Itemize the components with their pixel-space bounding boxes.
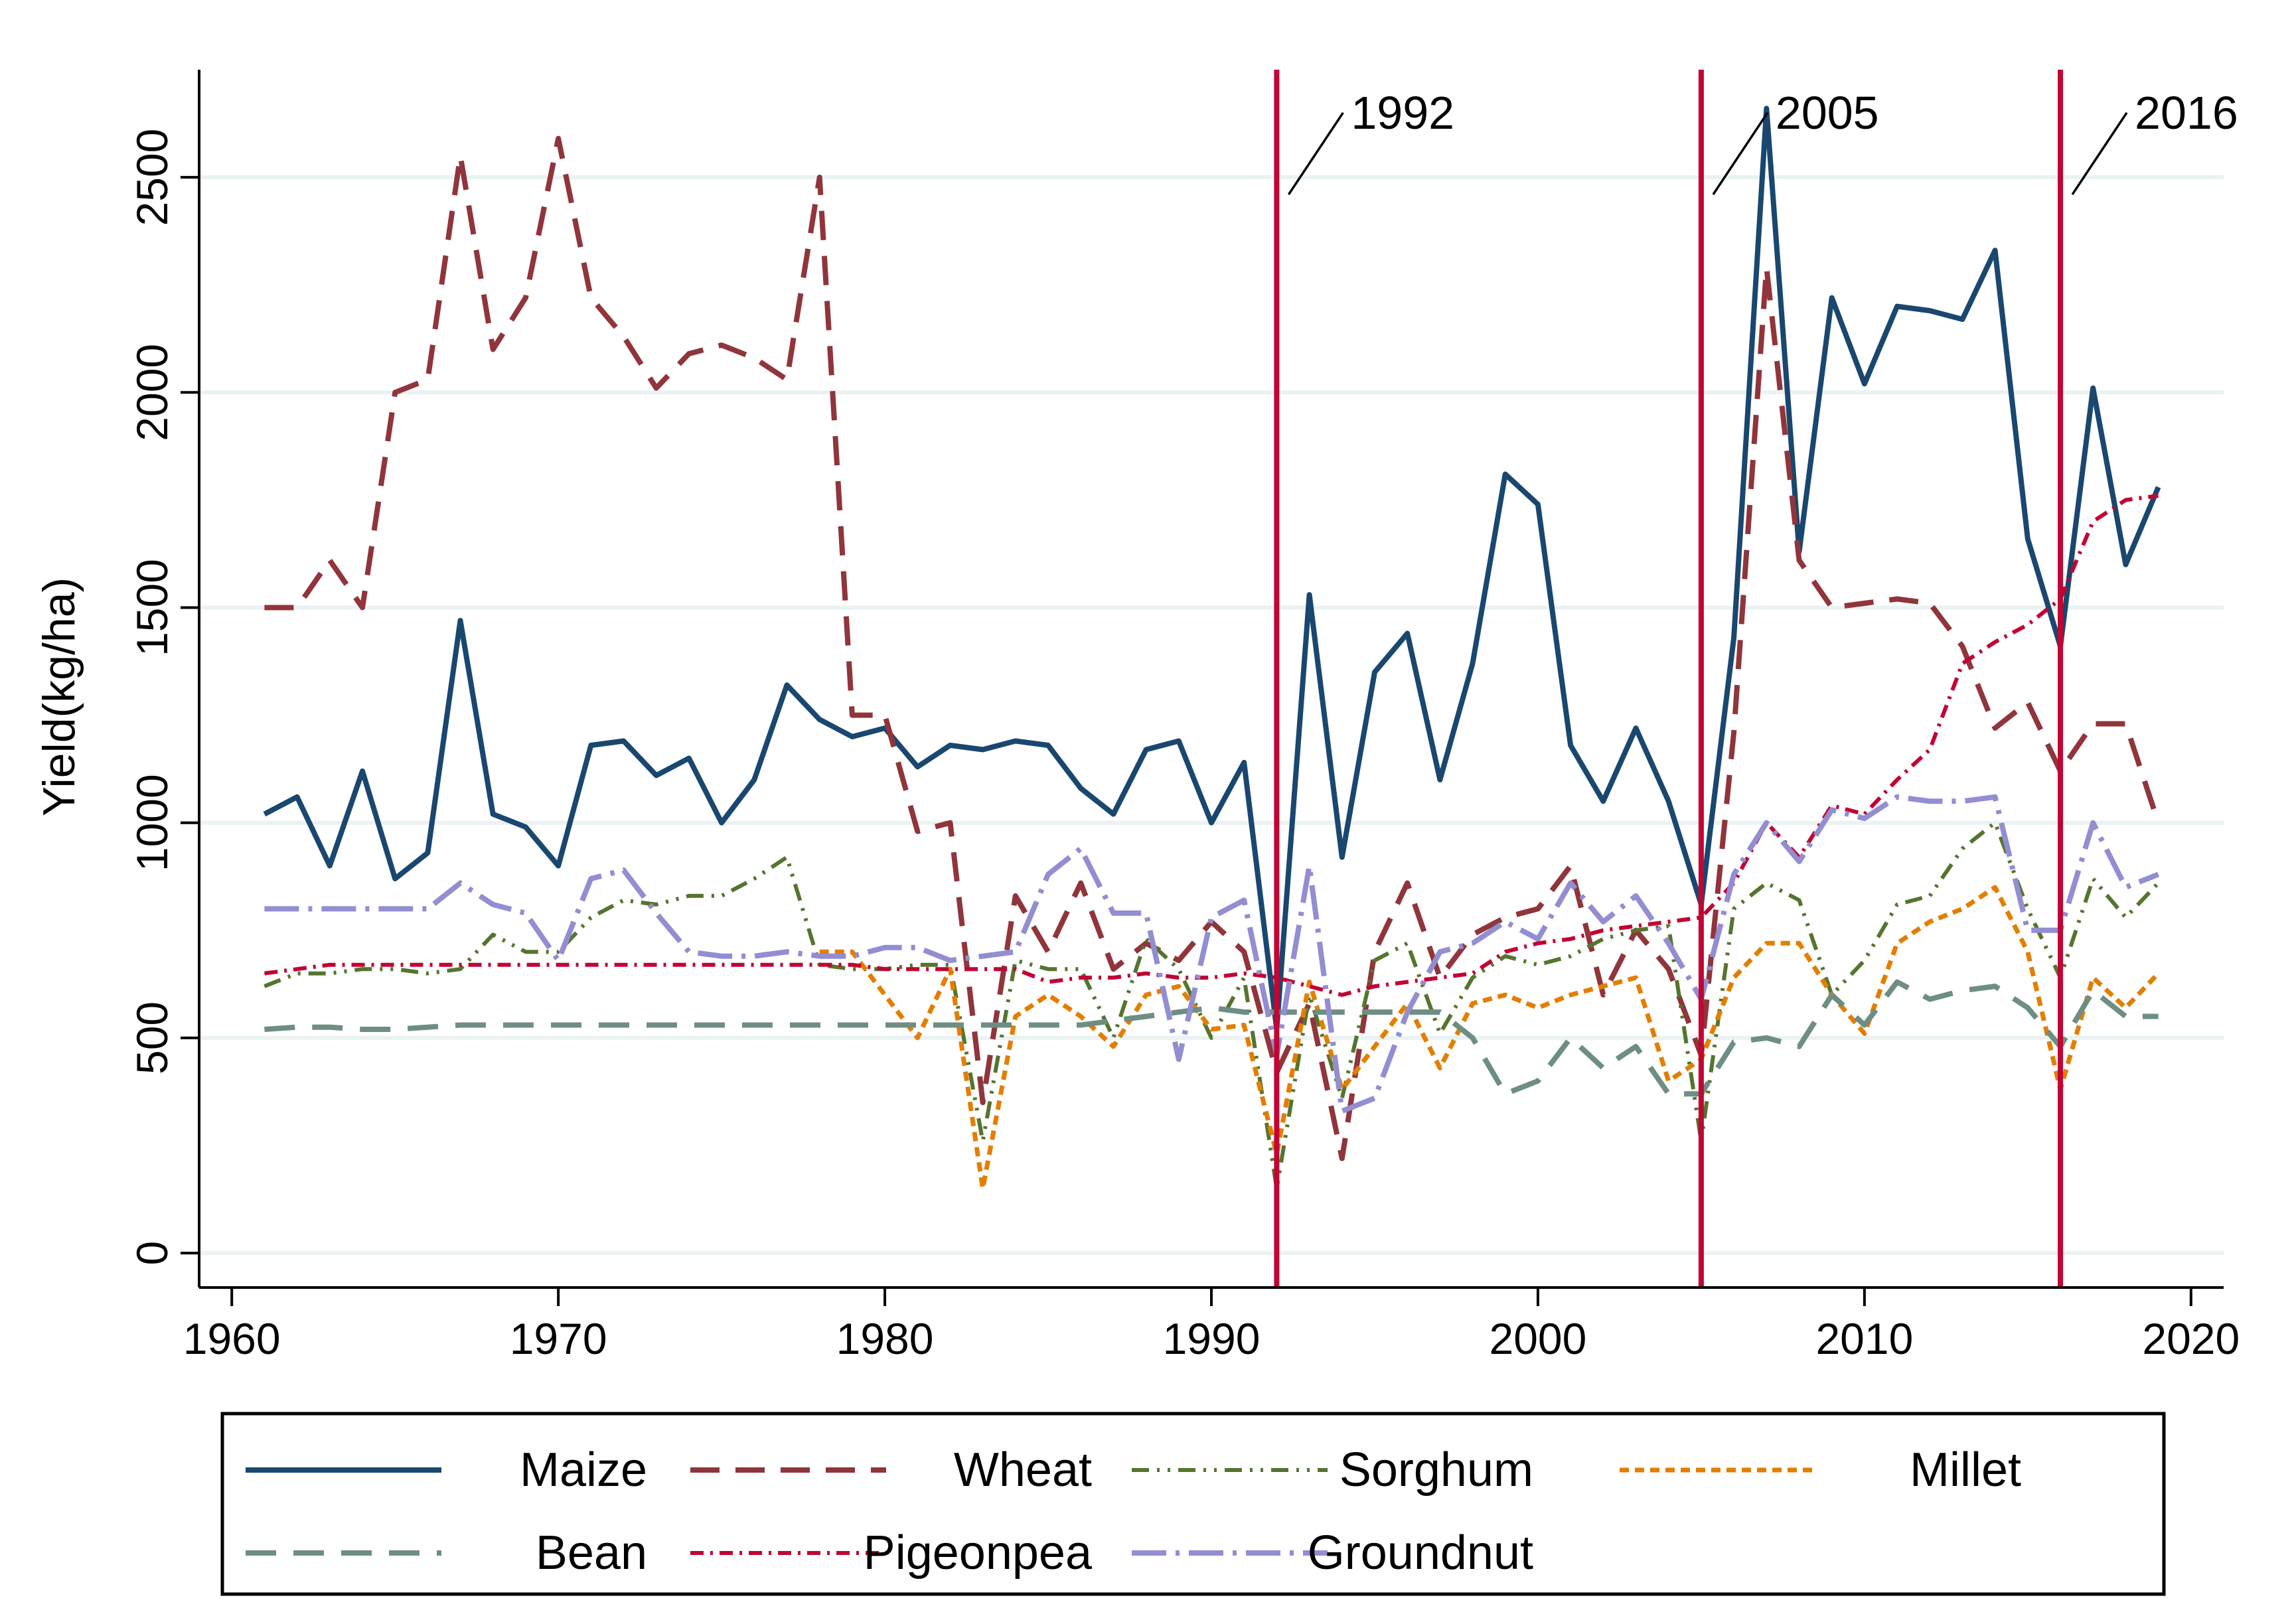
- series-line-bean: [264, 979, 2159, 1097]
- legend-label-bean: Bean: [536, 1526, 647, 1580]
- x-tick-label-1980: 1980: [836, 1314, 934, 1363]
- x-tick-label-1990: 1990: [1163, 1314, 1261, 1363]
- series-line-groundnut: [264, 794, 2160, 1114]
- y-tick-label-2000: 2000: [127, 344, 177, 441]
- y-tick-label-500: 500: [127, 1001, 177, 1074]
- y-tick-label-0: 0: [127, 1241, 177, 1266]
- series-line-maize: [263, 106, 2161, 1032]
- x-tick-label-2020: 2020: [2142, 1314, 2240, 1363]
- y-tick-label-2500: 2500: [127, 129, 177, 226]
- legend-label-millet: Millet: [1910, 1443, 2021, 1497]
- reference-label-2005: 2005: [1776, 87, 1879, 139]
- legend-label-groundnut: Groundnut: [1308, 1526, 1533, 1580]
- legend: Maize Wheat Sorghum Millet Bean Pigeonpea Grou…: [220, 1412, 2166, 1596]
- reference-pointer-1992: [1287, 111, 1344, 196]
- reference-label-2016: 2016: [2135, 87, 2238, 139]
- reference-label-1992: 1992: [1351, 87, 1454, 139]
- x-tick-label-2000: 2000: [1490, 1314, 1587, 1363]
- series-lines: [263, 106, 2161, 1191]
- reference-lines: 1992 2005 2016: [1274, 70, 2238, 1288]
- legend-label-wheat: Wheat: [954, 1443, 1092, 1497]
- reference-pointer-2005: [1712, 111, 1769, 196]
- legend-label-pigeonpea: Pigeonpea: [864, 1526, 1093, 1580]
- legend-label-sorghum: Sorghum: [1339, 1443, 1533, 1497]
- legend-box: [220, 1412, 2166, 1596]
- y-tick-label-1500: 1500: [127, 559, 177, 656]
- series-line-sorghum: [264, 820, 2160, 1191]
- x-tick-label-1970: 1970: [510, 1314, 607, 1363]
- x-tick-label-2010: 2010: [1815, 1314, 1913, 1363]
- y-tick-label-1000: 1000: [127, 774, 177, 871]
- y-axis-label: Yield(kg/ha): [34, 577, 84, 816]
- x-tick-label-1960: 1960: [183, 1314, 281, 1363]
- legend-label-maize: Maize: [520, 1443, 647, 1497]
- reference-pointer-2016: [2071, 111, 2128, 196]
- axes: 0 500 1000 1500 2000 2500 1960 1970 1980 1990 2000…: [127, 70, 2240, 1363]
- series-line-millet: [819, 885, 2161, 1191]
